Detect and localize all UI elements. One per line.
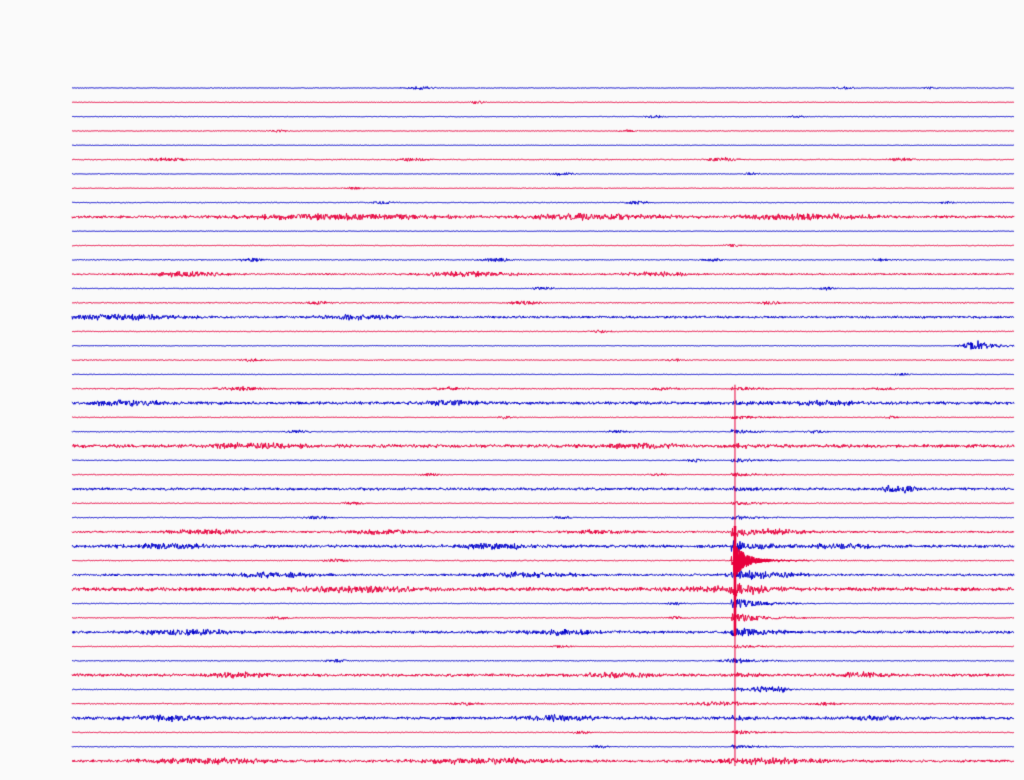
seismogram-plot[interactable] xyxy=(0,0,1024,780)
helicorder-page: HA Athens University Applied filter: WWS… xyxy=(0,0,1024,780)
